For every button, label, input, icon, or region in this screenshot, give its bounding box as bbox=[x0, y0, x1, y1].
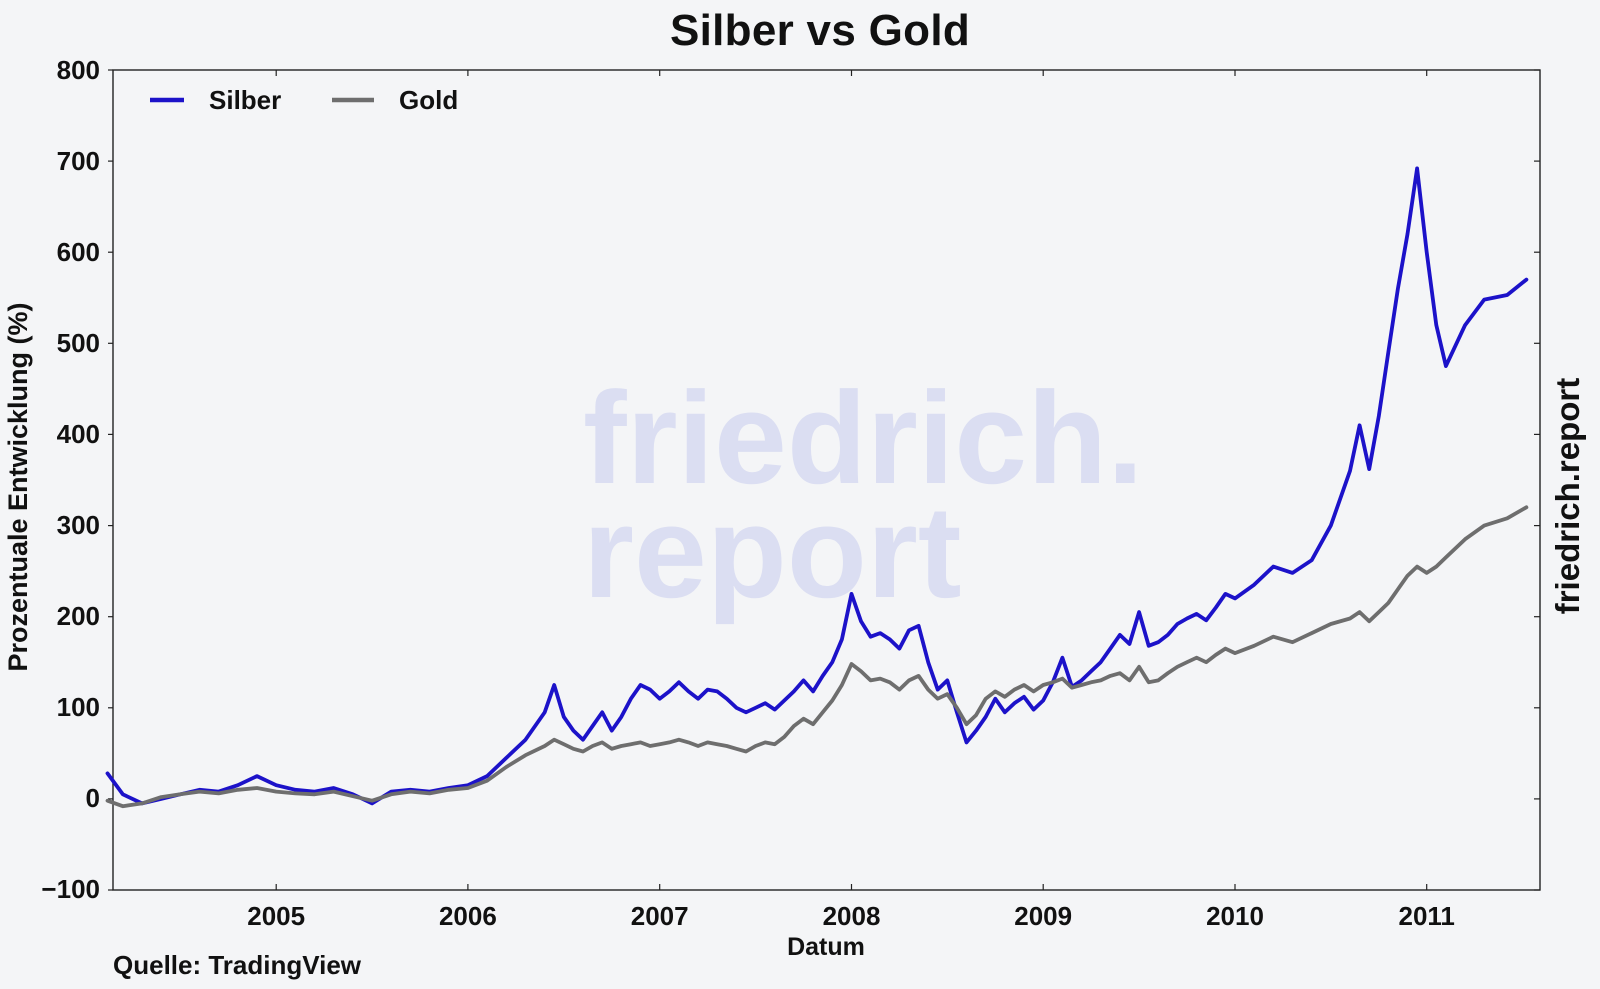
svg-text:800: 800 bbox=[57, 55, 100, 85]
svg-text:0: 0 bbox=[86, 783, 100, 813]
svg-text:500: 500 bbox=[57, 328, 100, 358]
svg-text:report: report bbox=[583, 478, 961, 625]
svg-text:100: 100 bbox=[57, 692, 100, 722]
svg-text:300: 300 bbox=[57, 510, 100, 540]
svg-text:2008: 2008 bbox=[823, 901, 881, 931]
svg-text:Prozentuale Entwicklung (%): Prozentuale Entwicklung (%) bbox=[3, 302, 33, 671]
svg-text:2010: 2010 bbox=[1206, 901, 1264, 931]
svg-text:Quelle: TradingView: Quelle: TradingView bbox=[113, 950, 362, 980]
svg-text:2005: 2005 bbox=[247, 901, 305, 931]
svg-text:Gold: Gold bbox=[399, 85, 458, 115]
svg-text:200: 200 bbox=[57, 601, 100, 631]
svg-text:400: 400 bbox=[57, 419, 100, 449]
svg-text:600: 600 bbox=[57, 237, 100, 267]
svg-text:2009: 2009 bbox=[1014, 901, 1072, 931]
svg-text:2007: 2007 bbox=[631, 901, 689, 931]
svg-text:Datum: Datum bbox=[787, 933, 865, 961]
svg-text:friedrich.report: friedrich.report bbox=[1549, 378, 1586, 615]
svg-text:2011: 2011 bbox=[1398, 901, 1454, 931]
svg-text:−100: −100 bbox=[41, 874, 100, 904]
svg-text:2006: 2006 bbox=[439, 901, 497, 931]
svg-text:Silber: Silber bbox=[209, 85, 281, 115]
svg-text:700: 700 bbox=[57, 146, 100, 176]
